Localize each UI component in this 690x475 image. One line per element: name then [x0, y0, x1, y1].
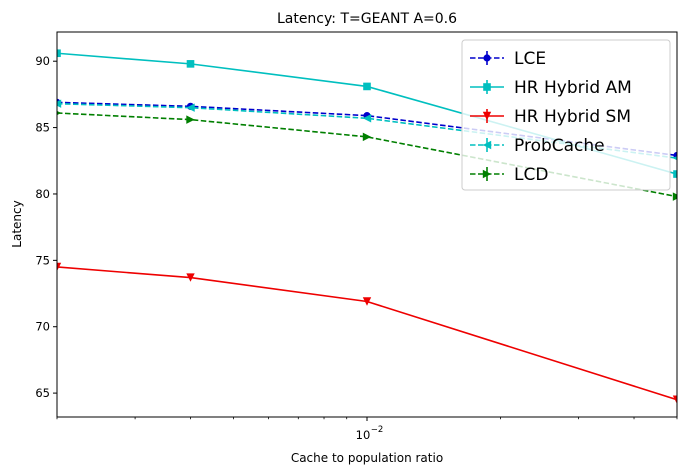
legend-marker [482, 111, 492, 121]
chart-title: Latency: T=GEANT A=0.6 [277, 11, 457, 27]
legend-marker [483, 83, 491, 91]
y-axis-label: Latency [10, 200, 24, 247]
data-point [363, 82, 371, 91]
y-tick-label: 70 [35, 320, 50, 334]
data-point [57, 262, 62, 272]
y-tick-label: 80 [35, 187, 50, 201]
legend-marker [483, 54, 491, 62]
x-axis: 10 −2 [56, 417, 678, 442]
y-tick-label: 85 [35, 121, 50, 135]
data-point [362, 114, 372, 123]
x-tick-label: 10 [356, 428, 371, 442]
legend-label: HR Hybrid AM [514, 78, 632, 98]
data-point [186, 60, 195, 68]
legend: LCE HR Hybrid AM HR Hybrid SM ProbCache LCD [461, 39, 671, 191]
legend-marker [482, 140, 492, 150]
data-point [673, 170, 677, 178]
legend-entry: LCD [470, 165, 548, 185]
legend-box [461, 39, 671, 191]
data-point [672, 395, 677, 404]
x-tick-label-exponent: −2 [371, 425, 384, 435]
y-tick-label: 65 [35, 386, 50, 400]
data-point [57, 110, 62, 116]
legend-label: LCE [514, 49, 546, 69]
y-tick-label: 75 [35, 253, 50, 267]
legend-entry: LCE [470, 49, 546, 69]
data-point [186, 103, 195, 112]
data-point [672, 156, 677, 161]
data-point [57, 99, 62, 108]
series-line [57, 266, 677, 401]
data-point [186, 115, 195, 124]
legend-entry: HR Hybrid AM [470, 78, 632, 98]
data-point [57, 49, 61, 58]
data-point [672, 192, 677, 201]
data-point [362, 132, 372, 142]
legend-label: ProbCache [514, 136, 605, 156]
series-hr-hybrid-sm [57, 262, 677, 404]
legend-entry: HR Hybrid SM [470, 107, 631, 127]
x-axis-label: Cache to population ratio [291, 451, 443, 465]
data-point [362, 297, 372, 306]
legend-label: HR Hybrid SM [514, 107, 631, 127]
legend-label: LCD [514, 165, 548, 185]
legend-marker [482, 169, 492, 179]
legend-entry: ProbCache [470, 136, 605, 156]
y-axis: 65 70 75 80 85 90 [35, 54, 57, 400]
data-point [186, 273, 195, 282]
y-tick-label: 90 [35, 54, 50, 68]
